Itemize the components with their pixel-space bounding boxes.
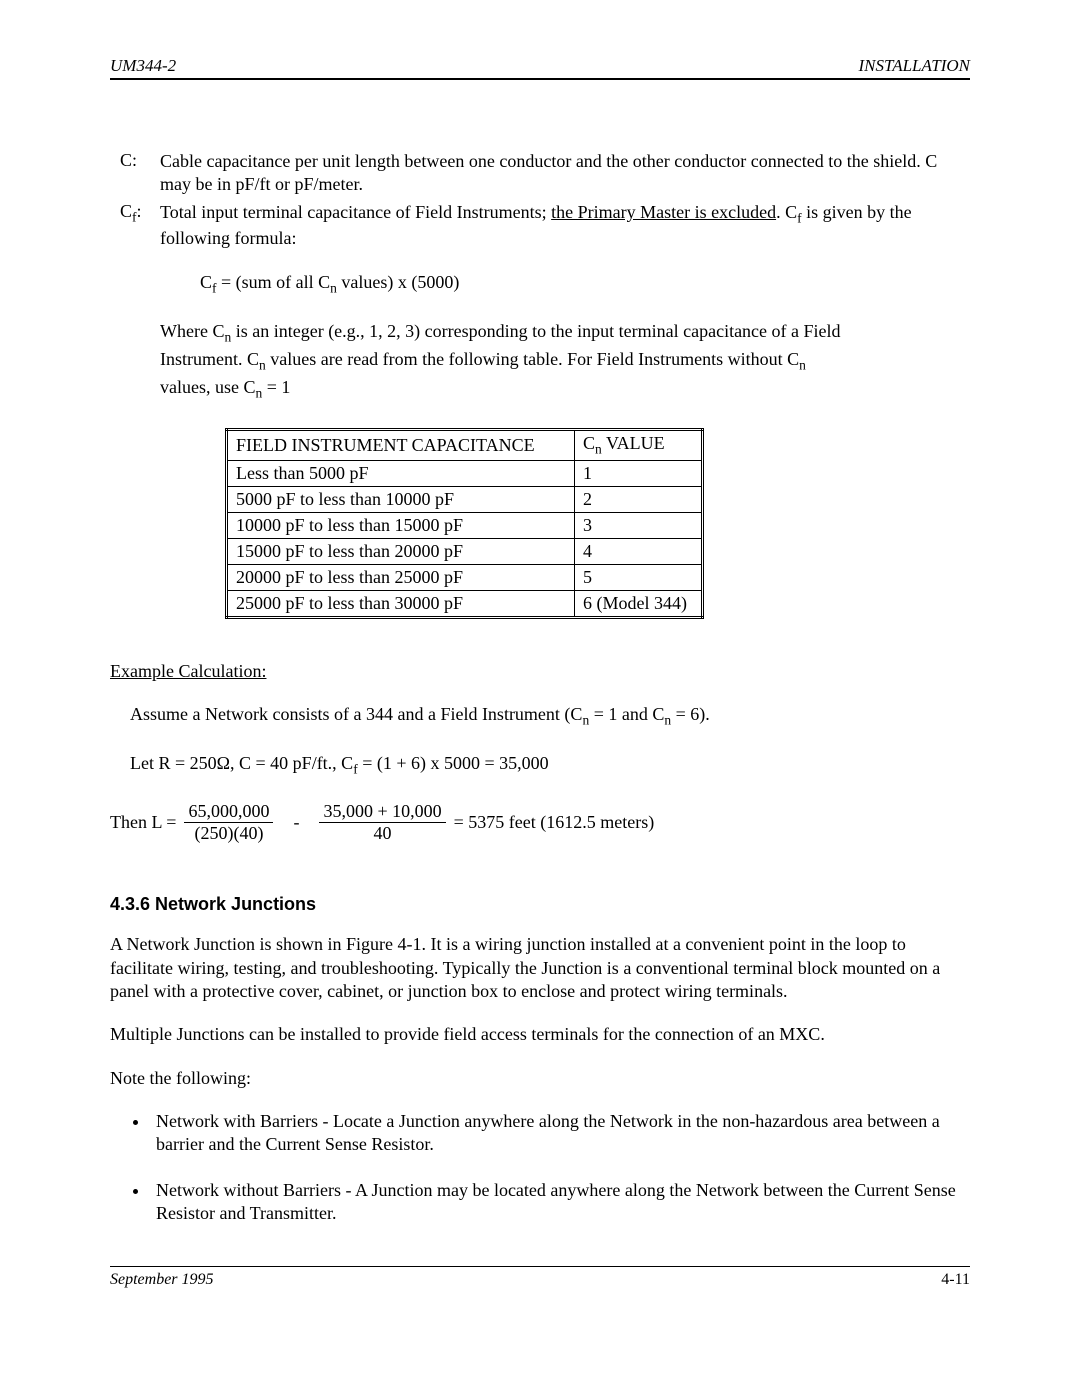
table-row: FIELD INSTRUMENT CAPACITANCE Cn VALUE bbox=[227, 430, 703, 461]
section-heading: 4.3.6 Network Junctions bbox=[110, 894, 970, 915]
list-item: Network without Barriers - A Junction ma… bbox=[150, 1179, 970, 1226]
header-right: INSTALLATION bbox=[859, 56, 970, 76]
table-row: 15000 pF to less than 20000 pF4 bbox=[227, 538, 703, 564]
table-row: Less than 5000 pF1 bbox=[227, 460, 703, 486]
minus-sign: - bbox=[281, 812, 311, 833]
page-footer: September 1995 4-11 bbox=[110, 1266, 970, 1289]
header-left: UM344-2 bbox=[110, 56, 176, 76]
table-row: 5000 pF to less than 10000 pF2 bbox=[227, 486, 703, 512]
footer-date: September 1995 bbox=[110, 1271, 214, 1289]
section-p3: Note the following: bbox=[110, 1067, 970, 1090]
fraction-1: 65,000,000 (250)(40) bbox=[184, 801, 273, 844]
result-text: = 5375 feet (1612.5 meters) bbox=[454, 812, 655, 833]
example-heading: Example Calculation: bbox=[110, 661, 970, 682]
bullet-list: Network with Barriers - Locate a Junctio… bbox=[110, 1110, 970, 1226]
definition-c-label: C: bbox=[120, 150, 160, 197]
table-row: 10000 pF to less than 15000 pF3 bbox=[227, 512, 703, 538]
col-header-cn-value: Cn VALUE bbox=[575, 430, 703, 461]
list-item: Network with Barriers - Locate a Junctio… bbox=[150, 1110, 970, 1157]
example-let: Let R = 250Ω, C = 40 pF/ft., Cf = (1 + 6… bbox=[130, 753, 970, 778]
then-l-label: Then L = bbox=[110, 812, 176, 833]
definition-c: C: Cable capacitance per unit length bet… bbox=[120, 150, 970, 197]
fraction-2: 35,000 + 10,000 40 bbox=[319, 801, 445, 844]
col-header-capacitance: FIELD INSTRUMENT CAPACITANCE bbox=[227, 430, 575, 461]
definition-cf-label: Cf: bbox=[120, 201, 160, 251]
cf-formula: Cf = (sum of all Cn values) x (5000) bbox=[200, 272, 970, 297]
example-assume: Assume a Network consists of a 344 and a… bbox=[130, 704, 970, 729]
example-then: Then L = 65,000,000 (250)(40) - 35,000 +… bbox=[110, 801, 970, 844]
definition-cf-text: Total input terminal capacitance of Fiel… bbox=[160, 201, 970, 251]
footer-page-number: 4-11 bbox=[941, 1271, 970, 1289]
where-block: Where Cn is an integer (e.g., 1, 2, 3) c… bbox=[160, 319, 970, 402]
section-p2: Multiple Junctions can be installed to p… bbox=[110, 1023, 970, 1046]
definition-c-text: Cable capacitance per unit length betwee… bbox=[160, 150, 970, 197]
table-row: 20000 pF to less than 25000 pF5 bbox=[227, 564, 703, 590]
page-header: UM344-2 INSTALLATION bbox=[110, 56, 970, 80]
definition-list: C: Cable capacitance per unit length bet… bbox=[120, 150, 970, 250]
table-row: 25000 pF to less than 30000 pF6 (Model 3… bbox=[227, 590, 703, 617]
section-p1: A Network Junction is shown in Figure 4-… bbox=[110, 933, 970, 1003]
capacitance-table: FIELD INSTRUMENT CAPACITANCE Cn VALUE Le… bbox=[225, 428, 704, 619]
definition-cf: Cf: Total input terminal capacitance of … bbox=[120, 201, 970, 251]
